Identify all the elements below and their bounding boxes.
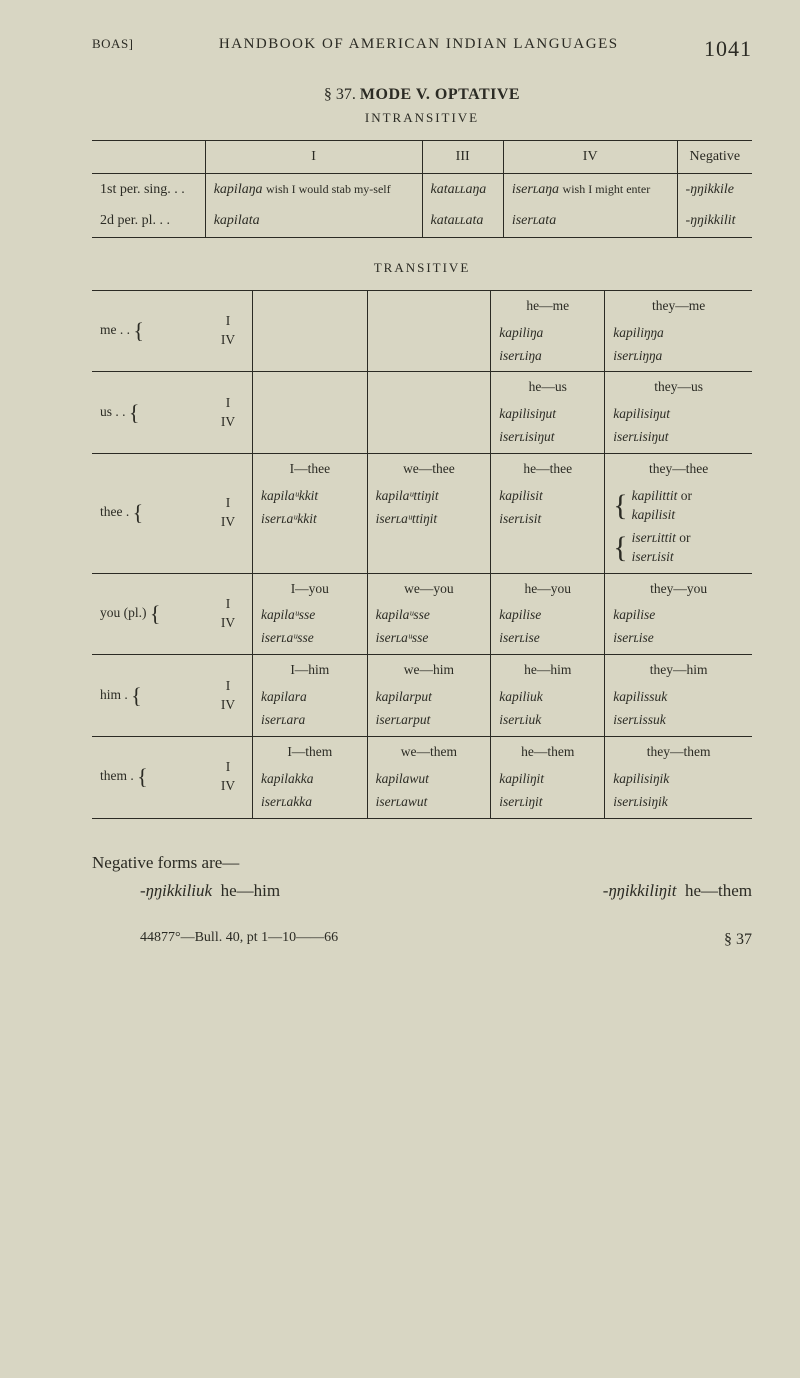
cell xyxy=(367,372,491,454)
table-row: him . {IIV I—him kapilara iserʟara we—hi… xyxy=(92,655,752,737)
table-row: thee . {IIV I—thee kapilaᵘkkit iserʟaᵘkk… xyxy=(92,454,752,573)
row-subindex: IIV xyxy=(204,655,253,737)
cell: I—you kapilaᵘsse iserʟaᵘsse xyxy=(253,573,368,655)
cell: we—him kapilarput iserʟarput xyxy=(367,655,491,737)
cell: he—me kapiliŋa iserʟiŋa xyxy=(491,290,605,372)
row-label: us . . { xyxy=(92,372,204,454)
cell: they—us kapilisiŋut iserʟisiŋut xyxy=(605,372,752,454)
row-label: you (pl.) { xyxy=(92,573,204,655)
row-label: 1st per. sing. . . xyxy=(92,173,205,205)
cell: he—him kapiliuk iserʟiuk xyxy=(491,655,605,737)
cell: he—thee kapilisit iserʟisit xyxy=(491,454,605,573)
cell: -ŋŋikkile xyxy=(677,173,752,205)
col-head: I xyxy=(205,141,422,174)
row-label: him . { xyxy=(92,655,204,737)
table-row: us . . {IIV he—us kapilisiŋut iserʟisiŋu… xyxy=(92,372,752,454)
cell xyxy=(253,372,368,454)
section-title: § 37. MODE V. OPTATIVE xyxy=(92,86,752,104)
cell: kapilaŋa wish I would stab my-self xyxy=(205,173,422,205)
running-header: BOAS] HANDBOOK OF AMERICAN INDIAN LANGUA… xyxy=(92,36,752,62)
neg-right: -ŋŋikkiliŋit he—them xyxy=(603,877,752,906)
header-page-number: 1041 xyxy=(704,36,752,62)
transitive-heading: TRANSITIVE xyxy=(92,260,752,276)
row-label: thee . { xyxy=(92,454,204,573)
row-subindex: IIV xyxy=(204,372,253,454)
header-center: HANDBOOK OF AMERICAN INDIAN LANGUAGES xyxy=(219,36,619,62)
cell: they—them kapilisiŋik iserʟisiŋik xyxy=(605,736,752,818)
negative-forms: Negative forms are— -ŋŋikkiliuk he—him -… xyxy=(92,849,752,951)
cell: -ŋŋikkilit xyxy=(677,205,752,237)
cell: iserʟaŋa wish I might enter xyxy=(503,173,677,205)
row-subindex: IIV xyxy=(204,736,253,818)
cell: iserʟata xyxy=(503,205,677,237)
cell: we—thee kapilaᵘttiŋit iserʟaᵘttiŋit xyxy=(367,454,491,573)
row-subindex: IIV xyxy=(204,573,253,655)
footer-section: § 37 xyxy=(724,926,752,953)
cell: he—us kapilisiŋut iserʟisiŋut xyxy=(491,372,605,454)
negative-lead: Negative forms are— xyxy=(92,849,752,878)
footer: 44877°—Bull. 40, pt 1—10——66 § 37 xyxy=(92,926,752,950)
cell: they—thee {kapilittit orkapilisit {iserʟ… xyxy=(605,454,752,573)
row-subindex: IIV xyxy=(204,454,253,573)
cell: we—them kapilawut iserʟawut xyxy=(367,736,491,818)
col-head: III xyxy=(422,141,503,174)
cell: I—them kapilakka iserʟakka xyxy=(253,736,368,818)
table-row: them . {IIV I—them kapilakka iserʟakka w… xyxy=(92,736,752,818)
header-left: BOAS] xyxy=(92,36,134,62)
cell: we—you kapilaᵘsse iserʟaᵘsse xyxy=(367,573,491,655)
col-head: Negative xyxy=(677,141,752,174)
cell: they—me kapiliŋŋa iserʟiŋŋa xyxy=(605,290,752,372)
intransitive-heading: INTRANSITIVE xyxy=(92,110,752,126)
table-row: you (pl.) {IIV I—you kapilaᵘsse iserʟaᵘs… xyxy=(92,573,752,655)
neg-left: -ŋŋikkiliuk he—him xyxy=(140,881,280,900)
row-label: me . . { xyxy=(92,290,204,372)
section-mode: MODE V. OPTATIVE xyxy=(360,86,520,103)
cell: kataʟʟaŋa xyxy=(422,173,503,205)
cell: he—them kapiliŋit iserʟiŋit xyxy=(491,736,605,818)
cell: kataʟʟata xyxy=(422,205,503,237)
cell: they—you kapilise iserʟise xyxy=(605,573,752,655)
transitive-table: me . . {IIV he—me kapiliŋa iserʟiŋa they… xyxy=(92,290,752,819)
table-row: 2d per. pl. . . kapilata kataʟʟata iserʟ… xyxy=(92,205,752,237)
section-number: § 37. xyxy=(324,86,356,103)
table-row: me . . {IIV he—me kapiliŋa iserʟiŋa they… xyxy=(92,290,752,372)
row-subindex: IIV xyxy=(204,290,253,372)
row-label: 2d per. pl. . . xyxy=(92,205,205,237)
cell: kapilata xyxy=(205,205,422,237)
cell: I—him kapilara iserʟara xyxy=(253,655,368,737)
cell xyxy=(367,290,491,372)
table-row: 1st per. sing. . . kapilaŋa wish I would… xyxy=(92,173,752,205)
footer-sig: 44877°—Bull. 40, pt 1—10——66 xyxy=(140,930,338,945)
col-head: IV xyxy=(503,141,677,174)
intransitive-table: I III IV Negative 1st per. sing. . . kap… xyxy=(92,140,752,238)
row-label: them . { xyxy=(92,736,204,818)
cell: I—thee kapilaᵘkkit iserʟaᵘkkit xyxy=(253,454,368,573)
cell: they—him kapilissuk iserʟissuk xyxy=(605,655,752,737)
page: BOAS] HANDBOOK OF AMERICAN INDIAN LANGUA… xyxy=(0,0,800,1378)
cell xyxy=(253,290,368,372)
blank-header xyxy=(92,141,205,174)
cell: he—you kapilise iserʟise xyxy=(491,573,605,655)
